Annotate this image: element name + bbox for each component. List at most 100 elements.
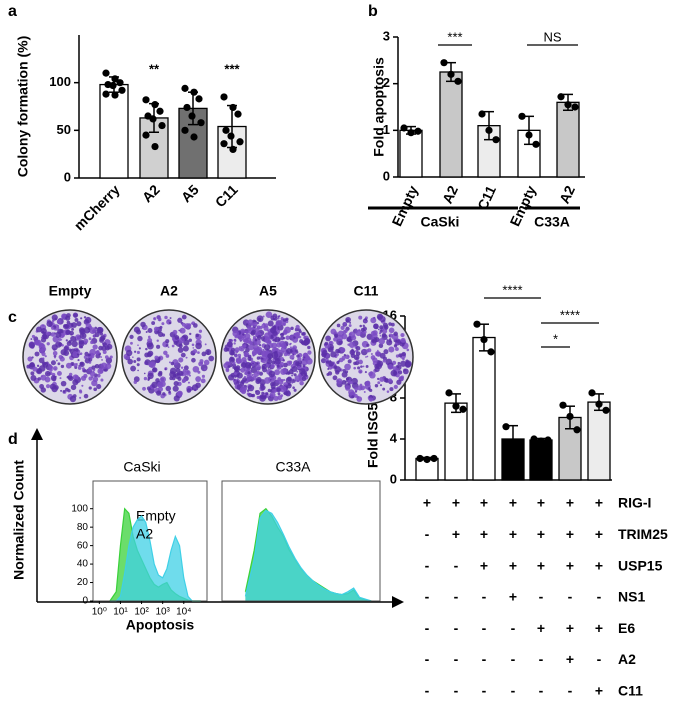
colony — [234, 366, 239, 372]
colony — [77, 359, 80, 362]
significance: ** — [149, 61, 160, 76]
colony — [206, 352, 209, 355]
colony — [32, 366, 38, 372]
colony — [280, 335, 285, 340]
colony — [192, 365, 200, 373]
colony — [293, 373, 297, 377]
colony — [230, 347, 236, 353]
colony — [74, 318, 79, 322]
colony — [374, 384, 379, 388]
colony — [269, 379, 272, 381]
colony — [60, 349, 67, 356]
bar — [472, 336, 496, 481]
colony — [30, 371, 35, 376]
y-axis-title: Normalized Count — [11, 460, 27, 580]
colony — [265, 311, 273, 318]
colony — [263, 344, 271, 351]
colony — [142, 386, 146, 391]
colony — [208, 355, 215, 362]
colony — [291, 346, 296, 351]
y-tick-label: 1 — [383, 122, 390, 137]
colony — [280, 368, 287, 375]
condition-mark: - — [482, 651, 487, 667]
colony — [364, 371, 367, 374]
colony — [65, 315, 71, 321]
colony — [177, 347, 184, 353]
colony — [191, 357, 196, 363]
colony — [372, 357, 378, 363]
colony — [34, 351, 40, 357]
data-point — [557, 93, 565, 101]
colony — [180, 353, 183, 356]
colony — [273, 395, 279, 401]
colony — [204, 343, 207, 346]
colony — [93, 334, 96, 338]
colony — [68, 372, 73, 377]
colony — [297, 328, 301, 332]
colony — [337, 360, 340, 363]
colony — [291, 374, 293, 377]
colony — [145, 347, 148, 351]
colony — [239, 360, 243, 364]
colony — [354, 386, 359, 391]
colony — [285, 390, 291, 397]
condition-mark: - — [482, 589, 487, 605]
colony — [244, 333, 251, 340]
colony — [83, 355, 88, 359]
y-tick-label: 100 — [49, 74, 71, 89]
colony — [371, 336, 375, 340]
colony — [295, 324, 300, 330]
colony — [388, 335, 391, 337]
colony — [83, 338, 89, 344]
colony — [72, 312, 79, 318]
colony — [242, 338, 247, 342]
condition-mark: - — [454, 589, 459, 605]
colony — [256, 362, 259, 365]
colony — [182, 345, 189, 352]
colony — [321, 349, 328, 356]
condition-label: NS1 — [618, 589, 645, 605]
data-point — [509, 440, 517, 448]
data-point — [530, 435, 538, 443]
bar — [439, 71, 463, 178]
colony — [270, 394, 274, 398]
colony — [280, 394, 284, 398]
condition-mark: + — [509, 526, 517, 542]
colony — [172, 329, 178, 335]
colony — [244, 371, 248, 375]
colony — [156, 344, 161, 349]
y-tick-label: 2 — [383, 75, 390, 90]
colony — [171, 344, 175, 348]
colony — [80, 317, 83, 320]
colony — [153, 317, 157, 321]
colony — [250, 331, 256, 336]
colony — [404, 361, 412, 368]
colony — [388, 346, 395, 353]
colony — [228, 338, 232, 342]
colony — [55, 359, 58, 362]
condition-mark: + — [537, 495, 545, 511]
colony — [152, 367, 158, 373]
colony — [99, 336, 105, 342]
condition-mark: - — [597, 589, 602, 605]
colony — [79, 389, 82, 393]
colony — [243, 387, 248, 391]
colony — [375, 350, 381, 357]
colony — [225, 347, 230, 352]
data-point — [197, 119, 205, 127]
data-point — [573, 426, 581, 434]
colony — [41, 331, 45, 334]
colony — [274, 358, 282, 365]
condition-mark: - — [425, 557, 430, 573]
colony — [234, 347, 240, 353]
colony — [89, 371, 96, 377]
colony — [48, 365, 54, 370]
colony — [337, 349, 341, 354]
data-point — [229, 145, 237, 153]
colony — [337, 330, 345, 337]
colony — [46, 320, 53, 327]
colony — [387, 364, 394, 370]
colony — [96, 326, 104, 334]
colony — [344, 363, 351, 371]
data-point — [151, 142, 159, 151]
